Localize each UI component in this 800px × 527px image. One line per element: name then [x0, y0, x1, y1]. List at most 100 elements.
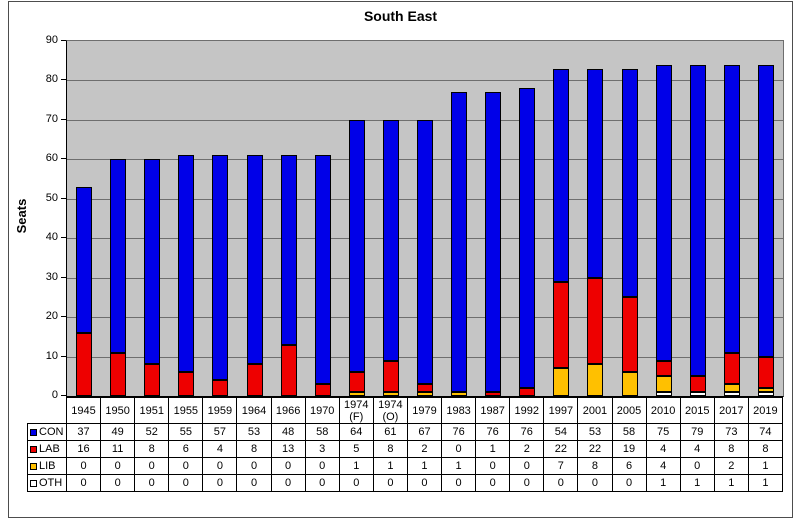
- bar-segment-lab: [485, 392, 502, 396]
- value-cell: 1: [406, 457, 443, 475]
- year-header-cell: 1966: [270, 397, 306, 424]
- value-cell: 0: [134, 457, 170, 475]
- table-year-row: 1945 1950 1951 1955 1959 1964 1966 1970 1974 (F)…: [28, 397, 783, 424]
- bar-segment-lab: [212, 380, 229, 396]
- value-cell: 1: [475, 440, 511, 458]
- value-cell: 61: [372, 423, 408, 441]
- bar-segment-lab: [314, 384, 331, 396]
- value-cell: 0: [304, 474, 340, 492]
- year-header-cell: 1959: [202, 397, 238, 424]
- y-tick-mark: [61, 276, 66, 278]
- value-cell: 74: [747, 423, 783, 441]
- bar-segment-lib: [655, 376, 672, 393]
- bar-segment-con: [314, 155, 331, 385]
- bar-segment-lab: [519, 388, 536, 396]
- value-cell: 52: [134, 423, 170, 441]
- value-cell: 58: [611, 423, 647, 441]
- value-cell: 2: [713, 457, 749, 475]
- y-tick-label: 0: [51, 389, 58, 401]
- bar-segment-lib: [451, 392, 468, 396]
- value-cell: 64: [338, 423, 374, 441]
- bar-segment-lab: [757, 356, 774, 389]
- year-header-cell: 1970: [304, 397, 340, 424]
- value-cell: 11: [100, 440, 136, 458]
- bar-segment-lab: [655, 360, 672, 377]
- bar-segment-oth: [757, 392, 774, 396]
- gridline: [67, 80, 783, 82]
- year-header-cell: 1983: [441, 397, 477, 424]
- value-cell: 55: [168, 423, 204, 441]
- bar-segment-lab: [76, 332, 93, 396]
- value-cell: 1: [338, 457, 374, 475]
- y-tick-mark: [61, 118, 66, 120]
- year-header-cell: 1945: [65, 397, 102, 424]
- bar-segment-con: [110, 159, 127, 353]
- bar-segment-lib: [621, 372, 638, 396]
- value-cell: 76: [441, 423, 477, 441]
- value-cell: 0: [236, 457, 272, 475]
- oth-swatch-icon: [30, 480, 37, 487]
- legend-cell-lab: LAB: [27, 440, 67, 458]
- legend-label: LAB: [39, 443, 60, 455]
- table-row-oth: OTH 0 0 0 0 0 0 0 0 0 0 0 0 0 0 0 0 0 1 1 1 1: [27, 474, 783, 492]
- value-cell: 1: [747, 474, 783, 492]
- bar-segment-con: [587, 68, 604, 278]
- value-cell: 0: [338, 474, 374, 492]
- legend-cell-con: CON: [27, 423, 67, 441]
- y-tick-label: 70: [45, 112, 58, 125]
- bar-segment-lab: [553, 281, 570, 369]
- value-cell: 4: [679, 440, 715, 458]
- value-cell: 2: [406, 440, 443, 458]
- value-cell: 8: [747, 440, 783, 458]
- table-corner-blank: [28, 398, 67, 424]
- value-cell: 0: [134, 474, 170, 492]
- bar-segment-oth: [689, 392, 706, 396]
- lib-swatch-icon: [30, 463, 37, 470]
- bar-segment-con: [655, 64, 672, 361]
- value-cell: 8: [577, 457, 613, 475]
- value-cell: 1: [713, 474, 749, 492]
- y-tick-mark: [61, 316, 66, 318]
- plot-area: [66, 40, 784, 397]
- value-cell: 0: [65, 474, 102, 492]
- value-cell: 0: [372, 474, 408, 492]
- value-cell: 0: [304, 457, 340, 475]
- y-tick-label: 10: [45, 349, 58, 362]
- value-cell: 0: [509, 474, 545, 492]
- value-cell: 7: [543, 457, 579, 475]
- value-cell: 79: [679, 423, 715, 441]
- legend-cell-lib: LIB: [27, 457, 67, 475]
- value-cell: 0: [202, 474, 238, 492]
- value-cell: 4: [645, 440, 681, 458]
- value-cell: 0: [543, 474, 579, 492]
- y-tick-label: 30: [45, 270, 58, 283]
- value-cell: 0: [679, 457, 715, 475]
- value-cell: 0: [441, 440, 477, 458]
- bar-segment-con: [553, 68, 570, 282]
- value-cell: 22: [577, 440, 613, 458]
- bar-segment-lib: [417, 392, 433, 396]
- value-cell: 6: [168, 440, 204, 458]
- bar-segment-lab: [110, 352, 127, 396]
- legend-label: LIB: [39, 460, 56, 472]
- year-header-cell: 1951: [134, 397, 170, 424]
- bar-segment-con: [382, 119, 399, 361]
- value-cell: 4: [645, 457, 681, 475]
- value-cell: 8: [134, 440, 170, 458]
- bar-segment-lab: [723, 352, 740, 385]
- year-header-cell: 1979: [406, 397, 443, 424]
- year-header-cell: 1997: [543, 397, 579, 424]
- bar-segment-con: [621, 68, 638, 298]
- y-tick-mark: [61, 40, 66, 41]
- value-cell: 0: [475, 474, 511, 492]
- legend-cell-oth: OTH: [27, 474, 67, 492]
- value-cell: 0: [168, 457, 204, 475]
- y-tick-label: 40: [45, 231, 58, 244]
- bar-segment-con: [178, 155, 195, 373]
- value-cell: 1: [747, 457, 783, 475]
- value-cell: 0: [236, 474, 272, 492]
- year-header-cell: 1992: [509, 397, 545, 424]
- bar-segment-lab: [382, 360, 399, 393]
- y-tick-mark: [61, 79, 66, 81]
- value-cell: 0: [65, 457, 102, 475]
